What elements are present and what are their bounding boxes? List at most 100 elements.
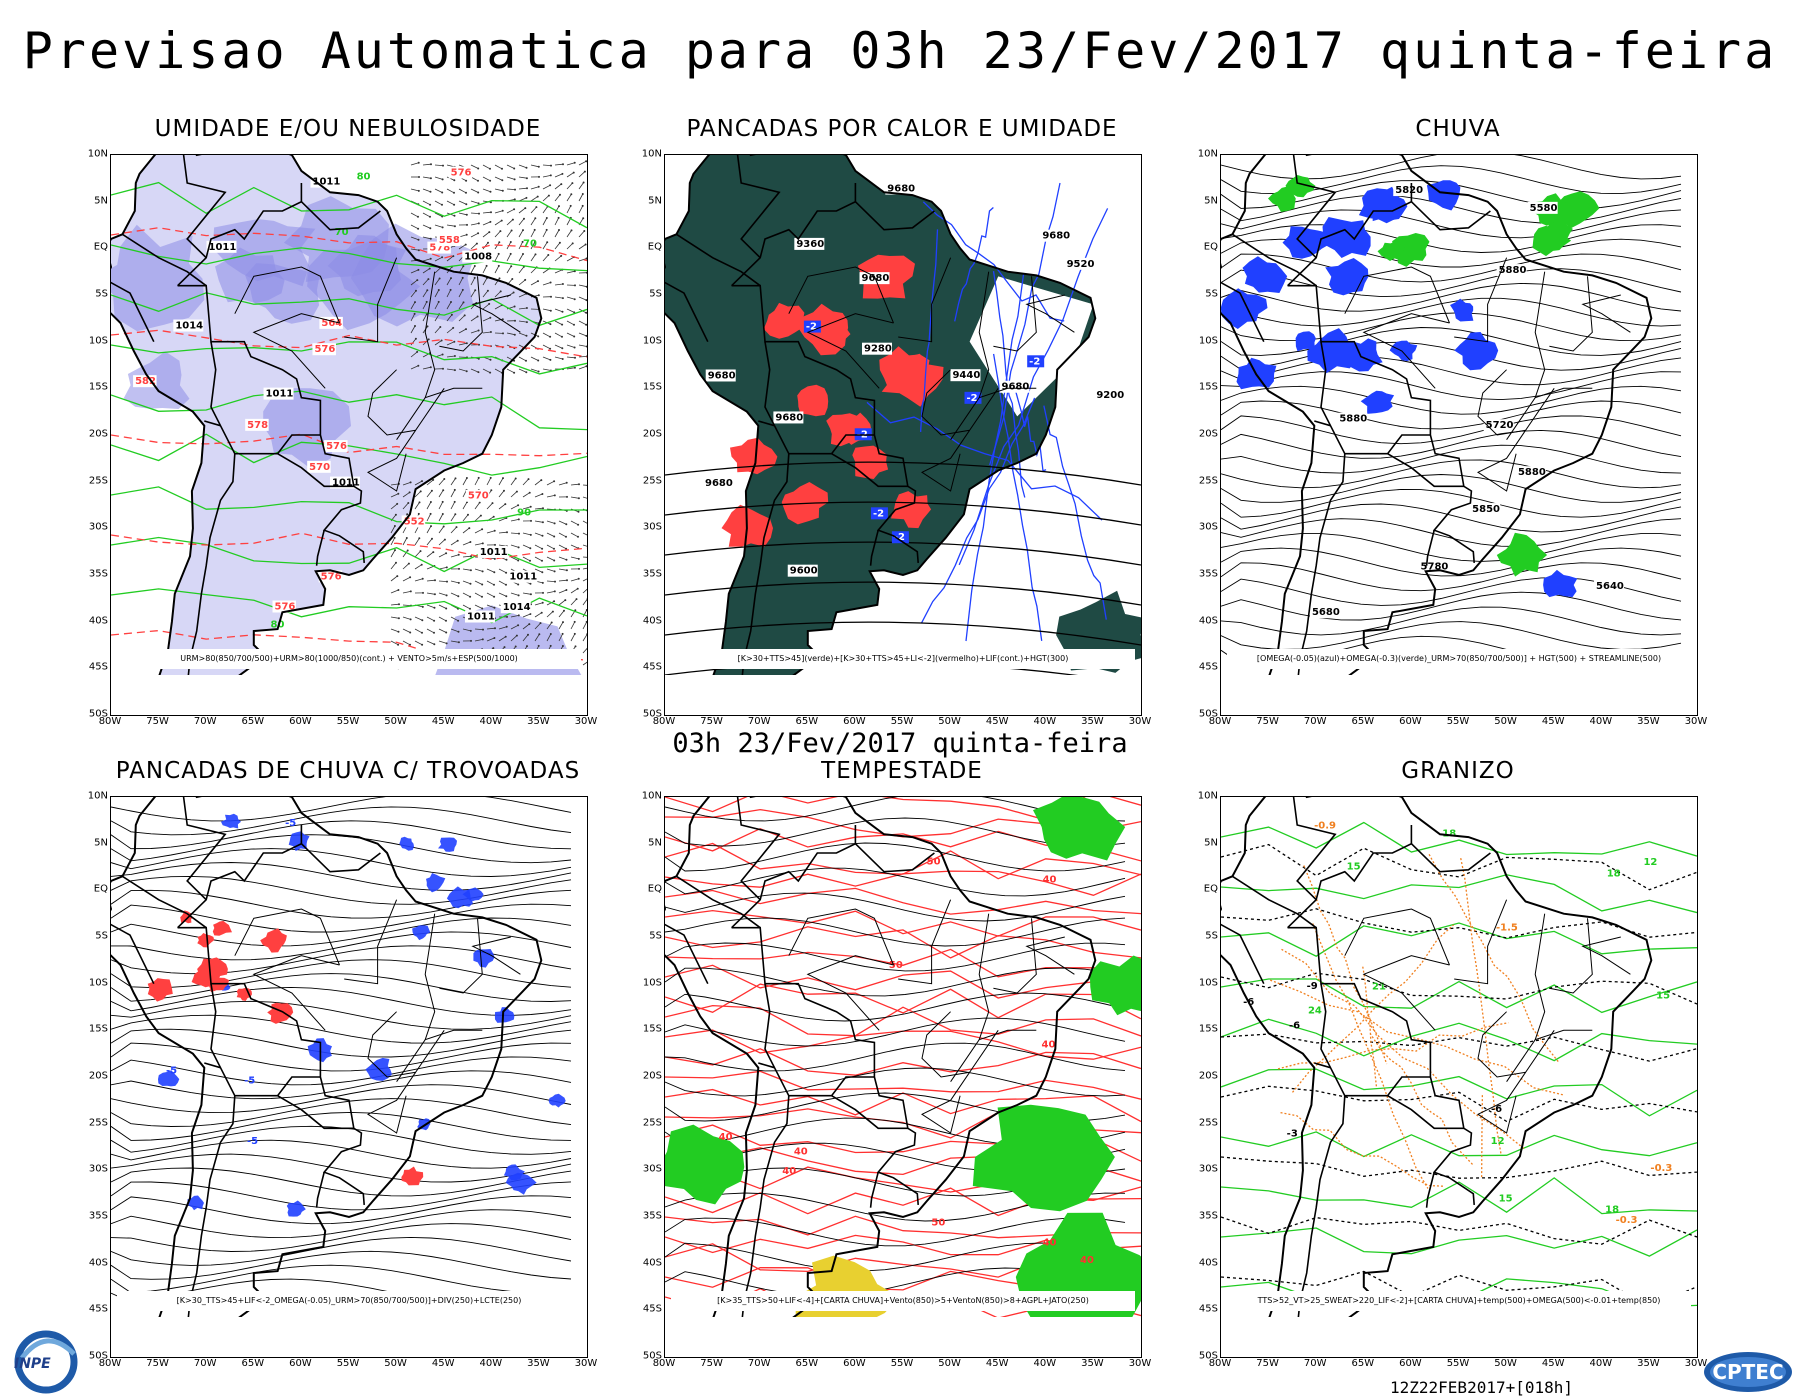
wind-vector-head <box>569 204 572 207</box>
latitude-tick-label: 15S <box>88 381 108 393</box>
omega-contour <box>1281 948 1526 1150</box>
wind-vector <box>422 301 428 310</box>
panel-title: PANCADAS POR CALOR E UMIDADE <box>686 116 1118 142</box>
contour-label: -2 <box>894 532 905 543</box>
wind-vector <box>450 478 456 486</box>
wind-vector-head <box>537 644 540 647</box>
wind-vector <box>534 544 543 550</box>
contour-label-box <box>318 570 343 583</box>
lifted-index-contour <box>992 353 1043 641</box>
wind-vector-head <box>561 283 564 285</box>
contour-label: 18 <box>1442 828 1456 839</box>
wind-vector <box>486 627 496 630</box>
wind-vector <box>566 194 572 202</box>
wind-vector-head <box>581 204 584 207</box>
wind-vector <box>458 277 464 286</box>
wind-vector <box>530 356 539 361</box>
state-border <box>234 908 340 966</box>
wind-vector <box>446 255 454 262</box>
wind-vector-head <box>421 631 423 634</box>
wind-vector <box>558 610 565 618</box>
wind-vector-head <box>553 480 556 483</box>
latitude-tick-label: 5S <box>649 288 662 300</box>
wind-vector-head <box>525 359 527 362</box>
wind-vector <box>402 502 409 510</box>
wind-vector-head <box>549 644 552 647</box>
wind-vector-head <box>525 177 528 180</box>
panel-title: CHUVA <box>1415 116 1501 142</box>
wind-vector-head <box>417 215 419 218</box>
wind-vector <box>402 492 410 498</box>
wind-vector-head <box>489 179 492 182</box>
wind-vector-head <box>553 570 556 573</box>
thunderstorm-area <box>180 910 193 924</box>
longitude-tick-label: 50W <box>1494 716 1517 727</box>
contour-label-box <box>263 387 294 400</box>
wind-vector-head <box>477 232 480 235</box>
wind-vector-head <box>561 172 564 175</box>
wind-vector-head <box>540 611 543 614</box>
streamline <box>1221 253 1682 283</box>
map-frame: 40 40 40 40 40 40 50 50 50 40 [K>35_TTS>50+LIF<-4]… <box>664 796 1142 1358</box>
state-border <box>1477 369 1555 436</box>
wind-vector <box>486 580 495 586</box>
wind-vector <box>434 313 440 322</box>
wind-vector-head <box>578 567 580 570</box>
contour-label: 15 <box>1347 861 1361 872</box>
longitude-tick-label: 70W <box>193 716 217 727</box>
wind-vector <box>546 544 555 550</box>
wind-vector <box>554 194 561 202</box>
state-border <box>471 936 521 975</box>
wind-vector <box>510 504 519 510</box>
wind-vector-head <box>406 513 409 516</box>
wind-vector-head <box>396 502 399 505</box>
country-border <box>277 453 354 488</box>
wind-vector <box>414 564 422 570</box>
coastline <box>665 155 1097 675</box>
wind-vector-head <box>445 607 448 610</box>
wind-vector <box>570 520 579 526</box>
wind-vector <box>542 195 550 202</box>
longitude-tick-label: 70W <box>193 1358 217 1369</box>
wind-vector-head <box>529 593 532 596</box>
wind-vector-head <box>489 220 492 223</box>
wind-vector <box>498 531 508 534</box>
wind-vector-head <box>489 167 491 170</box>
longitude-tick-label: 45W <box>431 1358 455 1369</box>
wind-vector <box>470 212 480 214</box>
streamline <box>665 992 1126 1022</box>
wind-vector <box>546 633 552 642</box>
streamline <box>111 1098 572 1127</box>
wind-vector-head <box>522 253 524 255</box>
longitude-tick-label: 65W <box>795 716 819 727</box>
streamline <box>111 862 572 891</box>
wind-vector <box>506 219 514 226</box>
wind-vector-head <box>432 478 435 481</box>
wind-vector-head <box>575 598 578 601</box>
latitude-tick-label: 50S <box>88 708 108 720</box>
humidity-blob <box>283 196 389 282</box>
wind-vector-head <box>416 350 419 353</box>
wind-vector <box>566 332 575 337</box>
wind-vector-head <box>461 276 464 279</box>
omega-area <box>1325 258 1369 296</box>
wind-vector <box>390 537 395 546</box>
wind-vector-head <box>462 301 465 304</box>
wind-vector <box>438 526 445 534</box>
latitude-tick-label: 5N <box>94 837 108 849</box>
contour-label-box <box>1470 503 1501 516</box>
wind-vector <box>438 616 447 622</box>
wind-vector <box>426 616 435 622</box>
wind-vector-head <box>542 591 544 594</box>
state-border <box>439 276 483 352</box>
wind-vector-head <box>490 211 492 214</box>
wind-vector-head <box>421 577 424 580</box>
contour-label-box <box>803 320 821 333</box>
wind-vector-head <box>517 594 520 597</box>
state-border <box>1477 1011 1555 1078</box>
wind-vector <box>554 242 561 250</box>
wind-vector-head <box>409 618 412 621</box>
wind-vector-head <box>566 579 568 582</box>
streamline <box>111 1000 572 1030</box>
country-border <box>1410 201 1491 231</box>
